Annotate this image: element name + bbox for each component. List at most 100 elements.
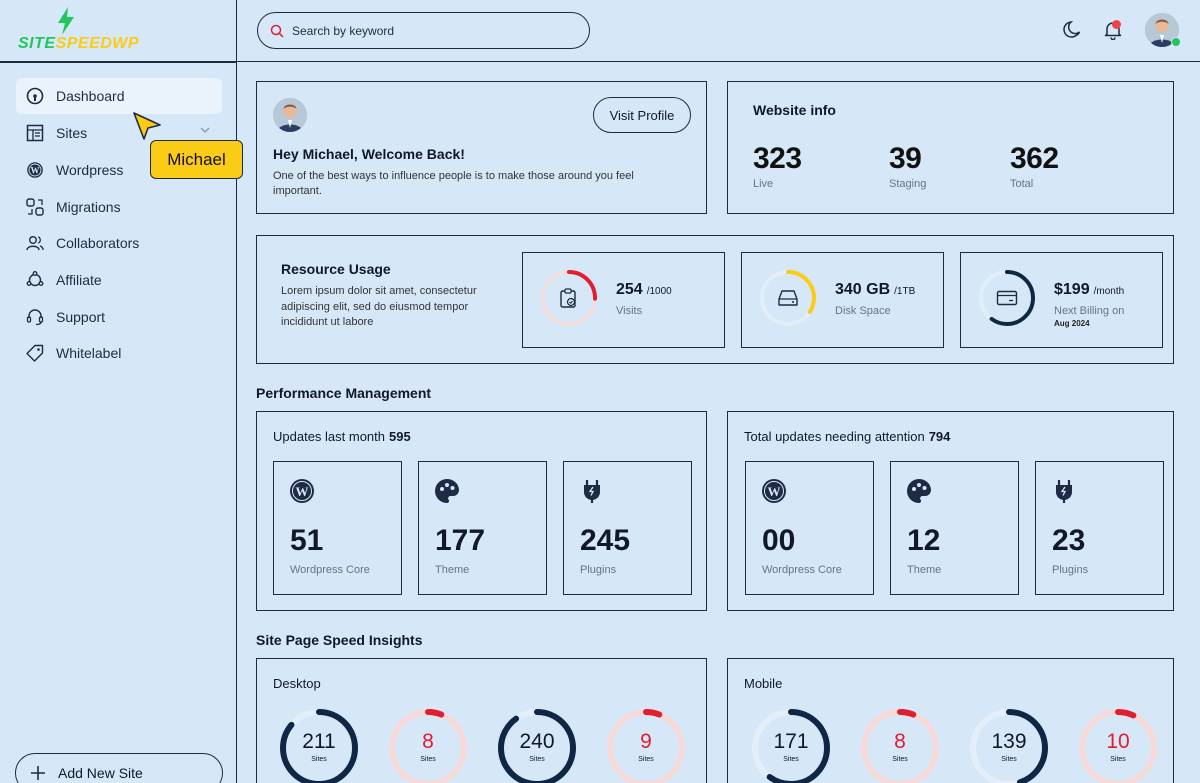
plug-icon [1056, 480, 1072, 503]
gauge-unit: Sites [638, 756, 654, 763]
sidebar-item-whitelabel[interactable]: Whitelabel [16, 335, 222, 371]
gauge-arc [498, 709, 576, 783]
theme-tile[interactable]: 12 Theme [890, 461, 1019, 595]
plugins-tile[interactable]: 23 Plugins [1035, 461, 1164, 595]
sidebar-item-dashboard[interactable]: Dashboard [16, 78, 222, 114]
resource-text: Lorem ipsum dolor sit amet, consectetur … [281, 285, 477, 328]
user-avatar-icon [273, 98, 307, 132]
sidebar-item-sites[interactable]: Sites [16, 115, 222, 151]
logo-part-speedwp: SPEEDWP [55, 35, 140, 52]
collaborator-name-tag: Michael [150, 140, 243, 179]
stat-label: Total [1010, 178, 1034, 190]
sidebar-nav: Dashboard Sites W Wordpress Migrations C… [0, 62, 237, 783]
sidebar-item-label: Dashboard [56, 88, 125, 104]
gauge-value: 9 [640, 730, 652, 753]
gauge-ring [389, 709, 467, 783]
sidebar-item-label: Sites [56, 125, 88, 141]
gauge-icon [26, 87, 44, 105]
tile-value: 245 [580, 524, 631, 557]
sidebar-item-support[interactable]: Support [16, 299, 222, 335]
palette-icon [907, 479, 931, 503]
mobile-gauge: 8 Sites [860, 708, 940, 783]
desktop-speed-card: Desktop 211 Sites 8 Sites 240 Sites 9 Sites [256, 658, 707, 783]
online-status-dot [1171, 37, 1181, 47]
notification-badge [1112, 20, 1121, 29]
welcome-card: Visit Profile Hey Michael, Welcome Back!… [256, 81, 707, 214]
gauge-value: 8 [422, 730, 434, 753]
gauge-value: 10 [1106, 730, 1130, 753]
mobile-gauge: 171 Sites [751, 708, 831, 783]
billing-value: $199 [1054, 281, 1090, 298]
stat-total: 362 Total [1010, 142, 1059, 190]
plugins-tile[interactable]: 245 Plugins [563, 461, 692, 595]
mobile-gauge: 139 Sites [969, 708, 1049, 783]
visit-profile-button[interactable]: Visit Profile [593, 97, 691, 133]
gauge-unit: Sites [1110, 756, 1126, 763]
wordpress-core-tile[interactable]: W 51 Wordpress Core [273, 461, 402, 595]
gauge-ring [970, 709, 1048, 783]
theme-tile[interactable]: 177 Theme [418, 461, 547, 595]
gauge-arc [861, 709, 939, 783]
sidebar-item-wordpress[interactable]: W Wordpress [16, 152, 222, 188]
billing-label: Next Billing on [1054, 305, 1125, 317]
gauge-ring [280, 709, 358, 783]
desktop-gauge: 240 Sites [497, 708, 577, 783]
mobile-speed-card: Mobile 171 Sites 8 Sites 139 Sites 10 Sites [727, 658, 1174, 783]
users-icon [26, 236, 44, 251]
search-placeholder: Search by keyword [292, 23, 395, 38]
chevron-down-icon[interactable] [200, 127, 210, 133]
gauge-arc [607, 709, 685, 783]
logo-part-site: SITE [18, 35, 56, 52]
mobile-gauge: 10 Sites [1078, 708, 1158, 783]
billing-unit: /month [1093, 286, 1125, 297]
speed-title: Site Page Speed Insights [256, 632, 423, 648]
wordpress-icon: W [762, 479, 786, 503]
wordpress-icon: W [27, 162, 43, 178]
updates-last-month-card: Updates last month 595 W 51 Wordpress Cor… [256, 411, 707, 611]
billing-date: Aug 2024 [1054, 319, 1090, 328]
desktop-gauge: 9 Sites [606, 708, 686, 783]
disk-ring [760, 270, 816, 326]
svg-text:W: W [768, 484, 781, 499]
tile-label: Wordpress Core [762, 564, 842, 576]
headset-icon [26, 309, 44, 326]
card-icon [996, 290, 1018, 306]
desktop-title: Desktop [273, 676, 321, 691]
avatar[interactable] [1145, 13, 1179, 47]
desktop-gauge: 211 Sites [279, 708, 359, 783]
gauge-ring [607, 709, 685, 783]
tile-value: 00 [762, 524, 796, 557]
stat-label: Live [753, 178, 774, 190]
sidebar-item-affiliate[interactable]: Affiliate [16, 262, 222, 298]
gauge-value: 211 [302, 730, 336, 753]
tile-label: Plugins [1052, 564, 1089, 576]
gauge-ring [752, 709, 830, 783]
gauge-arc [280, 709, 358, 783]
gauge-arc [1079, 709, 1157, 783]
gauge-unit: Sites [529, 756, 545, 763]
sidebar-item-collaborators[interactable]: Collaborators [16, 225, 222, 261]
sidebar-item-label: Support [56, 309, 106, 325]
sidebar-item-label: Whitelabel [56, 345, 122, 361]
gauge-value: 171 [773, 730, 809, 753]
stat-label: Staging [889, 178, 927, 190]
gauge-ring [498, 709, 576, 783]
add-new-site-button[interactable]: Add New Site [15, 753, 223, 783]
sidebar-item-label: Wordpress [56, 162, 124, 178]
gauge-value: 139 [991, 730, 1027, 753]
sidebar-item-migrations[interactable]: Migrations [16, 189, 222, 225]
tile-value: 51 [290, 524, 324, 557]
search-input[interactable]: Search by keyword [257, 12, 590, 49]
gauge-value: 8 [894, 730, 906, 753]
gauge-unit: Sites [1001, 756, 1017, 763]
gauge-ring [1079, 709, 1157, 783]
tile-label: Theme [907, 564, 942, 576]
updates-title: Updates last month [273, 429, 386, 444]
sidebar: SITESPEEDWP Dashboard Sites W Wordpress … [0, 0, 237, 783]
moon-icon[interactable] [1062, 20, 1082, 40]
wordpress-core-tile[interactable]: W 00 Wordpress Core [745, 461, 874, 595]
website-info-card: Website info 323 Live 39 Staging 362 Tot… [727, 81, 1174, 214]
plus-icon [31, 766, 45, 780]
updates-attention-card: Total updates needing attention 794 W 00 … [727, 411, 1174, 611]
logo[interactable]: SITESPEEDWP [0, 0, 236, 62]
